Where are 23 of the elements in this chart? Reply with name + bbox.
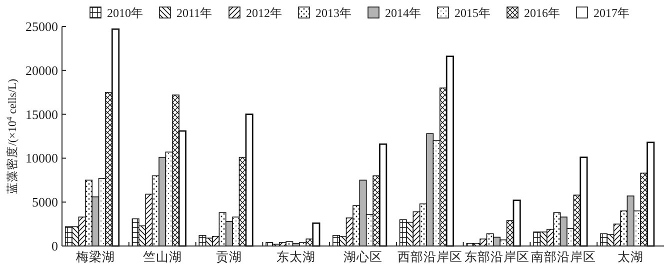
x-tick-label: 太湖 xyxy=(618,250,644,264)
x-tick-label: 西部沿岸区 xyxy=(397,250,462,264)
legend-label: 2012年 xyxy=(246,6,282,20)
x-tick-label: 南部沿岸区 xyxy=(531,250,596,264)
x-tick-label: 东部沿岸区 xyxy=(464,250,530,264)
legend-label: 2011年 xyxy=(176,6,212,20)
x-tick-label: 东太湖 xyxy=(276,250,316,264)
y-tick-label: 15000 xyxy=(26,106,58,122)
x-tick-label: 湖心区 xyxy=(344,249,382,264)
legend-label: 2015年 xyxy=(454,6,490,20)
y-tick-label: 20000 xyxy=(26,62,58,78)
x-tick-label: 贡湖 xyxy=(216,250,242,264)
legend-label: 2013年 xyxy=(316,6,352,20)
y-tick-label: 10000 xyxy=(26,150,58,166)
y-tick-label: 5000 xyxy=(32,194,58,210)
legend-label: 2016年 xyxy=(524,6,560,20)
y-tick-label: 25000 xyxy=(26,19,58,34)
y-tick-label: 0 xyxy=(52,238,58,254)
legend-label: 2010年 xyxy=(107,6,143,20)
legend-label: 2017年 xyxy=(594,6,630,20)
x-tick-label: 竺山湖 xyxy=(142,250,182,264)
x-tick-label: 梅梁湖 xyxy=(74,249,115,264)
legend-label: 2014年 xyxy=(385,6,421,20)
